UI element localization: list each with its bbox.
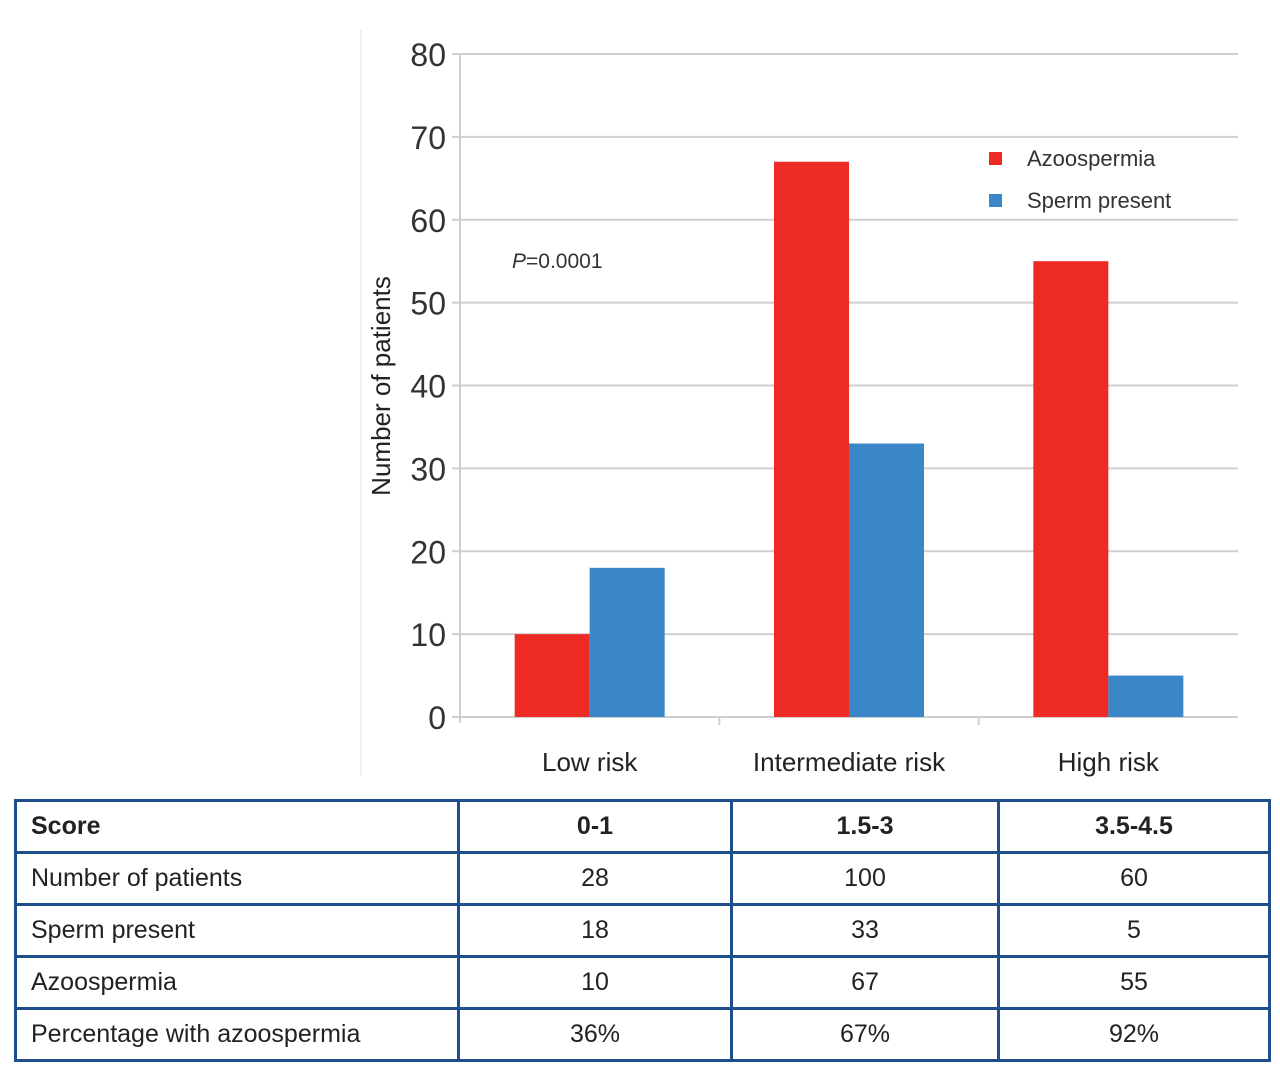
p-label: P <box>512 250 526 273</box>
legend-swatch <box>989 194 1002 207</box>
y-tick-label: 20 <box>410 534 446 570</box>
y-tick-label: 30 <box>410 451 446 487</box>
table-cell: Percentage with azoospermia <box>14 1007 460 1062</box>
table-cell: 33 <box>730 903 1000 958</box>
bar-azoospermia <box>514 634 590 717</box>
table-cell: Number of patients <box>14 851 460 906</box>
bar-azoospermia <box>774 161 849 718</box>
x-tick-label: Intermediate risk <box>753 747 946 777</box>
table-cell: 100 <box>730 851 1000 906</box>
table-cell: 67 <box>730 955 1000 1010</box>
bar-sperm-present <box>589 567 665 717</box>
bar-sperm-present <box>849 443 924 717</box>
table-cell: Azoospermia <box>14 955 460 1010</box>
y-tick-label: 0 <box>428 700 446 736</box>
table-row: Percentage with azoospermia 36% 67% 92% <box>14 1007 1271 1062</box>
y-tick-label: 50 <box>410 286 446 322</box>
table-row: Number of patients 28 100 60 <box>14 851 1271 906</box>
score-table: Score 0-1 1.5-3 3.5-4.5 Number of patien… <box>14 799 1271 1062</box>
legend-label: Azoospermia <box>1027 146 1156 171</box>
y-tick-label: 40 <box>410 369 446 405</box>
bar-chart: 0 10 20 30 40 50 60 70 80 Low risk Intermediate r… <box>360 30 1238 777</box>
x-tick-label: Low risk <box>542 747 638 777</box>
p-value-annotation: P=0.0001 <box>512 250 603 273</box>
x-tick-label: High risk <box>1058 747 1160 777</box>
table-row: Azoospermia 10 67 55 <box>14 955 1271 1010</box>
table-header-row: Score 0-1 1.5-3 3.5-4.5 <box>14 799 1271 854</box>
y-tick-label: 10 <box>410 617 446 653</box>
table-header-cell: 0-1 <box>457 799 733 854</box>
table-cell: 55 <box>997 955 1271 1010</box>
table-header-cell: Score <box>14 799 460 854</box>
table-cell: 5 <box>997 903 1271 958</box>
bar-sperm-present <box>1108 675 1184 717</box>
table-cell: 67% <box>730 1007 1000 1062</box>
table-cell: 28 <box>457 851 733 906</box>
bar-azoospermia <box>1033 261 1109 717</box>
table-cell: 60 <box>997 851 1271 906</box>
table-header-cell: 3.5-4.5 <box>997 799 1271 854</box>
table-cell: 10 <box>457 955 733 1010</box>
table-header-cell: 1.5-3 <box>730 799 1000 854</box>
table-cell: Sperm present <box>14 903 460 958</box>
y-tick-label: 60 <box>410 203 446 239</box>
y-tick-label: 70 <box>410 120 446 156</box>
y-tick-label: 80 <box>410 37 446 73</box>
table-cell: 36% <box>457 1007 733 1062</box>
legend-swatch <box>989 152 1002 165</box>
table-cell: 92% <box>997 1007 1271 1062</box>
legend-label: Sperm present <box>1027 188 1171 213</box>
p-value: =0.0001 <box>526 250 603 273</box>
y-axis-label: Number of patients <box>366 276 396 496</box>
table-row: Sperm present 18 33 5 <box>14 903 1271 958</box>
table-cell: 18 <box>457 903 733 958</box>
